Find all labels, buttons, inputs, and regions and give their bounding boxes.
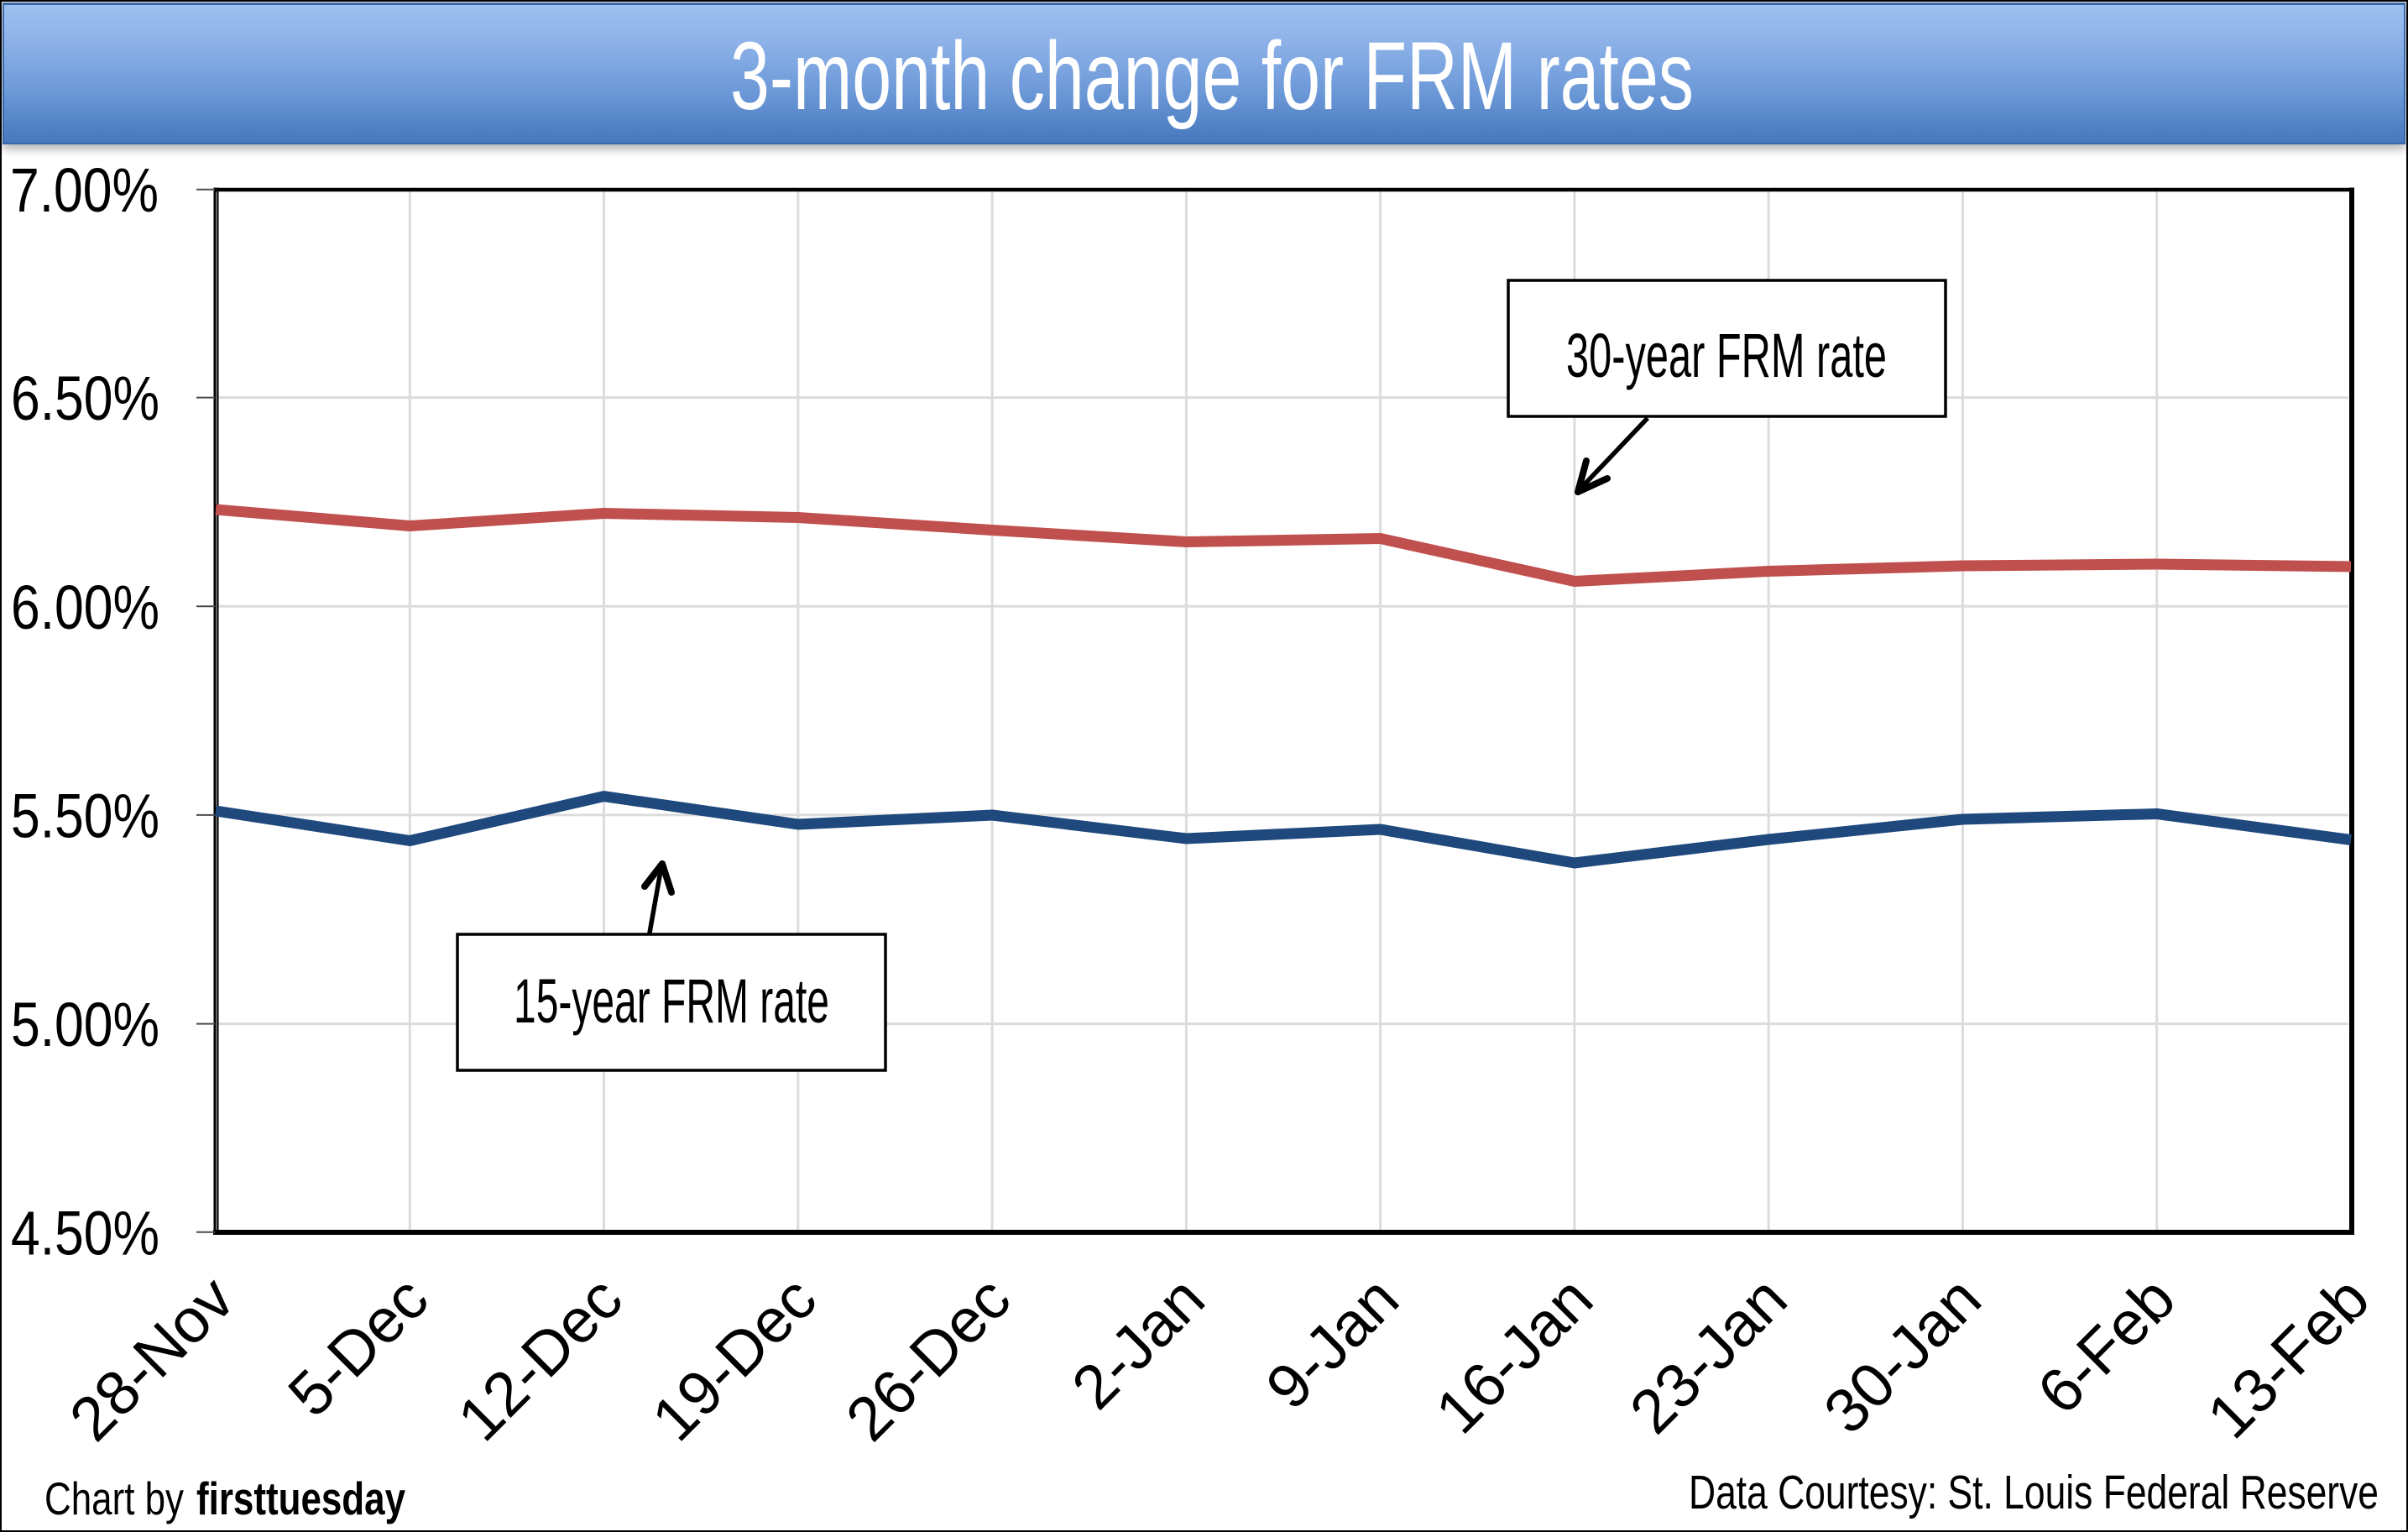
svg-text:19-Dec: 19-Dec: [639, 1263, 829, 1454]
svg-text:30-Jan: 30-Jan: [1810, 1263, 1994, 1447]
svg-text:12-Dec: 12-Dec: [444, 1263, 635, 1454]
svg-text:2-Jan: 2-Jan: [1058, 1263, 1218, 1423]
svg-text:15-year FRM rate: 15-year FRM rate: [514, 966, 829, 1036]
svg-text:5.00%: 5.00%: [11, 990, 159, 1059]
svg-text:6.00%: 6.00%: [11, 573, 159, 642]
svg-text:13-Feb: 13-Feb: [2194, 1263, 2382, 1451]
svg-text:26-Dec: 26-Dec: [833, 1263, 1023, 1454]
svg-text:6-Feb: 6-Feb: [2024, 1263, 2188, 1427]
svg-text:30-year FRM rate: 30-year FRM rate: [1566, 321, 1887, 390]
svg-text:9-Jan: 9-Jan: [1252, 1263, 1412, 1423]
svg-text:7.00%: 7.00%: [10, 155, 159, 225]
svg-text:4.50%: 4.50%: [11, 1199, 159, 1268]
svg-text:5.50%: 5.50%: [11, 782, 159, 851]
svg-text:16-Jan: 16-Jan: [1423, 1263, 1606, 1447]
svg-text:Data Courtesy: St. Louis Feder: Data Courtesy: St. Louis Federal Reserve: [1689, 1466, 2379, 1519]
svg-text:28-Nov: 28-Nov: [56, 1263, 247, 1454]
svg-text:23-Jan: 23-Jan: [1617, 1263, 1800, 1447]
svg-text:5-Dec: 5-Dec: [274, 1263, 441, 1430]
svg-text:3-month change for FRM rates: 3-month change for FRM rates: [730, 23, 1694, 130]
svg-text:6.50%: 6.50%: [11, 363, 159, 433]
